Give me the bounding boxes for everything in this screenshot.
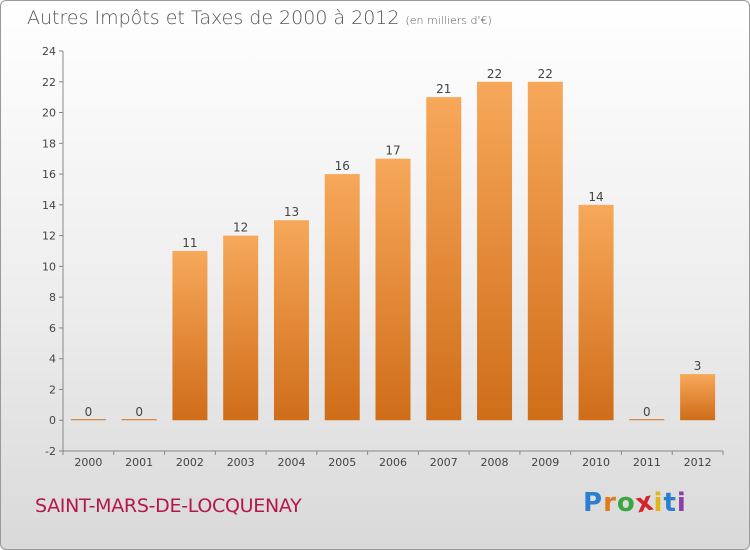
bar-value-label: 14: [588, 190, 603, 204]
y-tick-label: 20: [42, 107, 56, 120]
x-tick-label: 2001: [125, 456, 153, 469]
bar-value-label: 12: [233, 221, 248, 235]
chart-value-labels: 0 0 11 12 13 16 17 21 22 22 14 0 3: [85, 67, 702, 419]
chart-bars: [70, 81, 716, 421]
y-tick-label: 24: [42, 45, 56, 58]
y-tick-label: 8: [49, 291, 56, 304]
x-tick-label: 2012: [684, 456, 712, 469]
bar: [324, 174, 360, 421]
x-tick-label: 2006: [379, 456, 407, 469]
logo-letter: o: [616, 488, 636, 518]
bar: [426, 97, 462, 421]
x-tick-label: 2000: [74, 456, 102, 469]
y-tick-label: 2: [49, 383, 56, 396]
bar-value-label: 22: [487, 67, 502, 81]
bar: [223, 235, 259, 421]
bar: [70, 419, 106, 421]
x-tick-label: 2008: [481, 456, 509, 469]
bar-value-label: 21: [436, 82, 451, 96]
chart-title-text: Autres Impôts et Taxes de 2000 à 2012: [27, 7, 400, 29]
bar-value-label: 13: [284, 205, 299, 219]
x-tick-label: 2004: [277, 456, 305, 469]
logo-letter: r: [603, 488, 617, 518]
bar: [121, 419, 157, 421]
y-tick-label: 12: [42, 230, 56, 243]
y-tick-label: 14: [42, 199, 56, 212]
logo-letter: i: [653, 488, 664, 518]
y-tick-label: -2: [45, 445, 56, 458]
y-tick-label: 6: [49, 322, 56, 335]
x-tick-label: 2009: [531, 456, 559, 469]
proxiti-logo[interactable]: Proxiti: [583, 486, 687, 519]
y-tick-label: 0: [49, 414, 56, 427]
bar-value-label: 17: [385, 144, 400, 158]
bar-value-label: 0: [135, 405, 143, 419]
bar-value-label: 22: [538, 67, 553, 81]
bar: [273, 220, 309, 421]
x-tick-label: 2010: [582, 456, 610, 469]
y-tick-label: 4: [49, 353, 56, 366]
logo-letter: i: [676, 488, 687, 518]
bar: [375, 158, 411, 421]
y-tick-label: 18: [42, 137, 56, 150]
chart-title: Autres Impôts et Taxes de 2000 à 2012 (en…: [27, 7, 492, 29]
bar: [172, 251, 208, 421]
bar-value-label: 0: [643, 405, 651, 419]
y-tick-label: 16: [42, 168, 56, 181]
bar-value-label: 3: [694, 359, 702, 373]
bar-value-label: 11: [182, 236, 197, 250]
y-tick-label: 22: [42, 76, 56, 89]
bar-value-label: 0: [85, 405, 93, 419]
bar: [527, 81, 563, 421]
x-tick-label: 2011: [633, 456, 661, 469]
x-tick-label: 2005: [328, 456, 356, 469]
bar: [477, 81, 513, 421]
bar: [629, 419, 665, 421]
x-tick-label: 2002: [176, 456, 204, 469]
chart-unit: (en milliers d'€): [405, 14, 492, 27]
x-tick-label: 2003: [227, 456, 255, 469]
x-tick-label: 2007: [430, 456, 458, 469]
bar-value-label: 16: [335, 159, 350, 173]
commune-name: SAINT-MARS-DE-LOCQUENAY: [35, 495, 302, 517]
y-tick-label: 10: [42, 260, 56, 273]
bar: [578, 204, 614, 421]
logo-letter: P: [583, 488, 604, 518]
bar: [680, 374, 716, 421]
logo-letter: t: [663, 488, 677, 518]
